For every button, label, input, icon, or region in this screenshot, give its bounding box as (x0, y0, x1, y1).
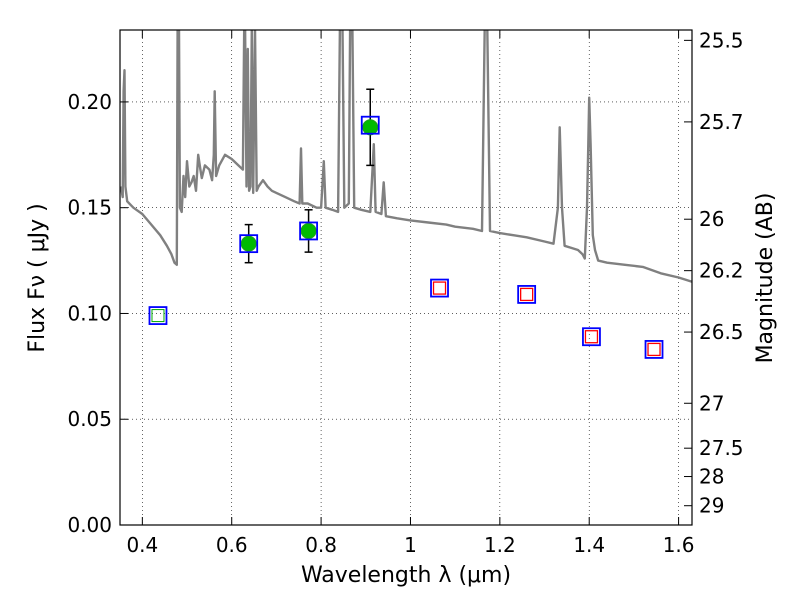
y-tick-label: 0.00 (67, 513, 112, 537)
y-tick-label: 0.10 (67, 301, 112, 325)
plot-frame (119, 29, 693, 526)
model-flux-square-blue (299, 221, 318, 241)
y-tick-label: 0.20 (67, 90, 112, 114)
model-flux-square-green (151, 309, 165, 323)
model-flux-square-red (432, 281, 447, 295)
model-flux-square-blue (582, 327, 601, 347)
model-spectrum-layer (120, 30, 692, 283)
grid-lines (120, 30, 692, 526)
axis-ticks: 0.4 0.6 0.8 1 1.2 1.4 1.6 0.00 0.05 0.10 0.15 0.20 2… (67, 28, 743, 557)
y-tick-label: 0.05 (67, 407, 112, 431)
right-tick-label: 29 (699, 494, 724, 518)
right-tick-label: 26 (699, 207, 724, 231)
measured-flux-point (300, 222, 317, 239)
photometry-markers (148, 88, 664, 359)
model-flux-square-blue (360, 115, 380, 135)
x-tick-label: 0.6 (216, 533, 248, 557)
right-tick-label: 27 (699, 391, 724, 415)
y-axis-label: Flux Fν ( μJy ) (25, 203, 50, 352)
model-spectrum-line (120, 30, 692, 283)
model-flux-square-red (647, 342, 661, 357)
right-tick-label: 28 (699, 465, 724, 489)
right-tick-label: 26.5 (699, 320, 744, 344)
y-tick-label: 0.15 (67, 196, 112, 220)
model-flux-square-blue (430, 278, 449, 298)
model-flux-square-red (584, 330, 599, 344)
right-tick-label: 25.5 (699, 28, 744, 52)
x-tick-label: 1 (404, 533, 417, 557)
right-tick-label: 25.7 (699, 110, 744, 134)
x-tick-label: 0.8 (305, 533, 337, 557)
model-flux-square-blue (239, 234, 259, 254)
x-axis-label: Wavelength λ (μm) (301, 563, 511, 588)
model-flux-square-blue (148, 306, 168, 325)
x-tick-label: 1.6 (663, 533, 695, 557)
x-tick-label: 0.4 (126, 533, 158, 557)
x-tick-label: 1.4 (573, 533, 605, 557)
right-axis-label: Magnitude (AB) (753, 193, 778, 364)
right-tick-label: 27.5 (699, 436, 744, 460)
model-flux-square-blue (644, 340, 664, 359)
measured-flux-point (362, 119, 379, 136)
x-tick-label: 1.2 (484, 533, 516, 557)
model-flux-square-red (520, 287, 534, 302)
right-tick-label: 26.2 (699, 259, 744, 283)
measured-flux-point (240, 235, 257, 252)
model-flux-square-blue (517, 285, 537, 304)
